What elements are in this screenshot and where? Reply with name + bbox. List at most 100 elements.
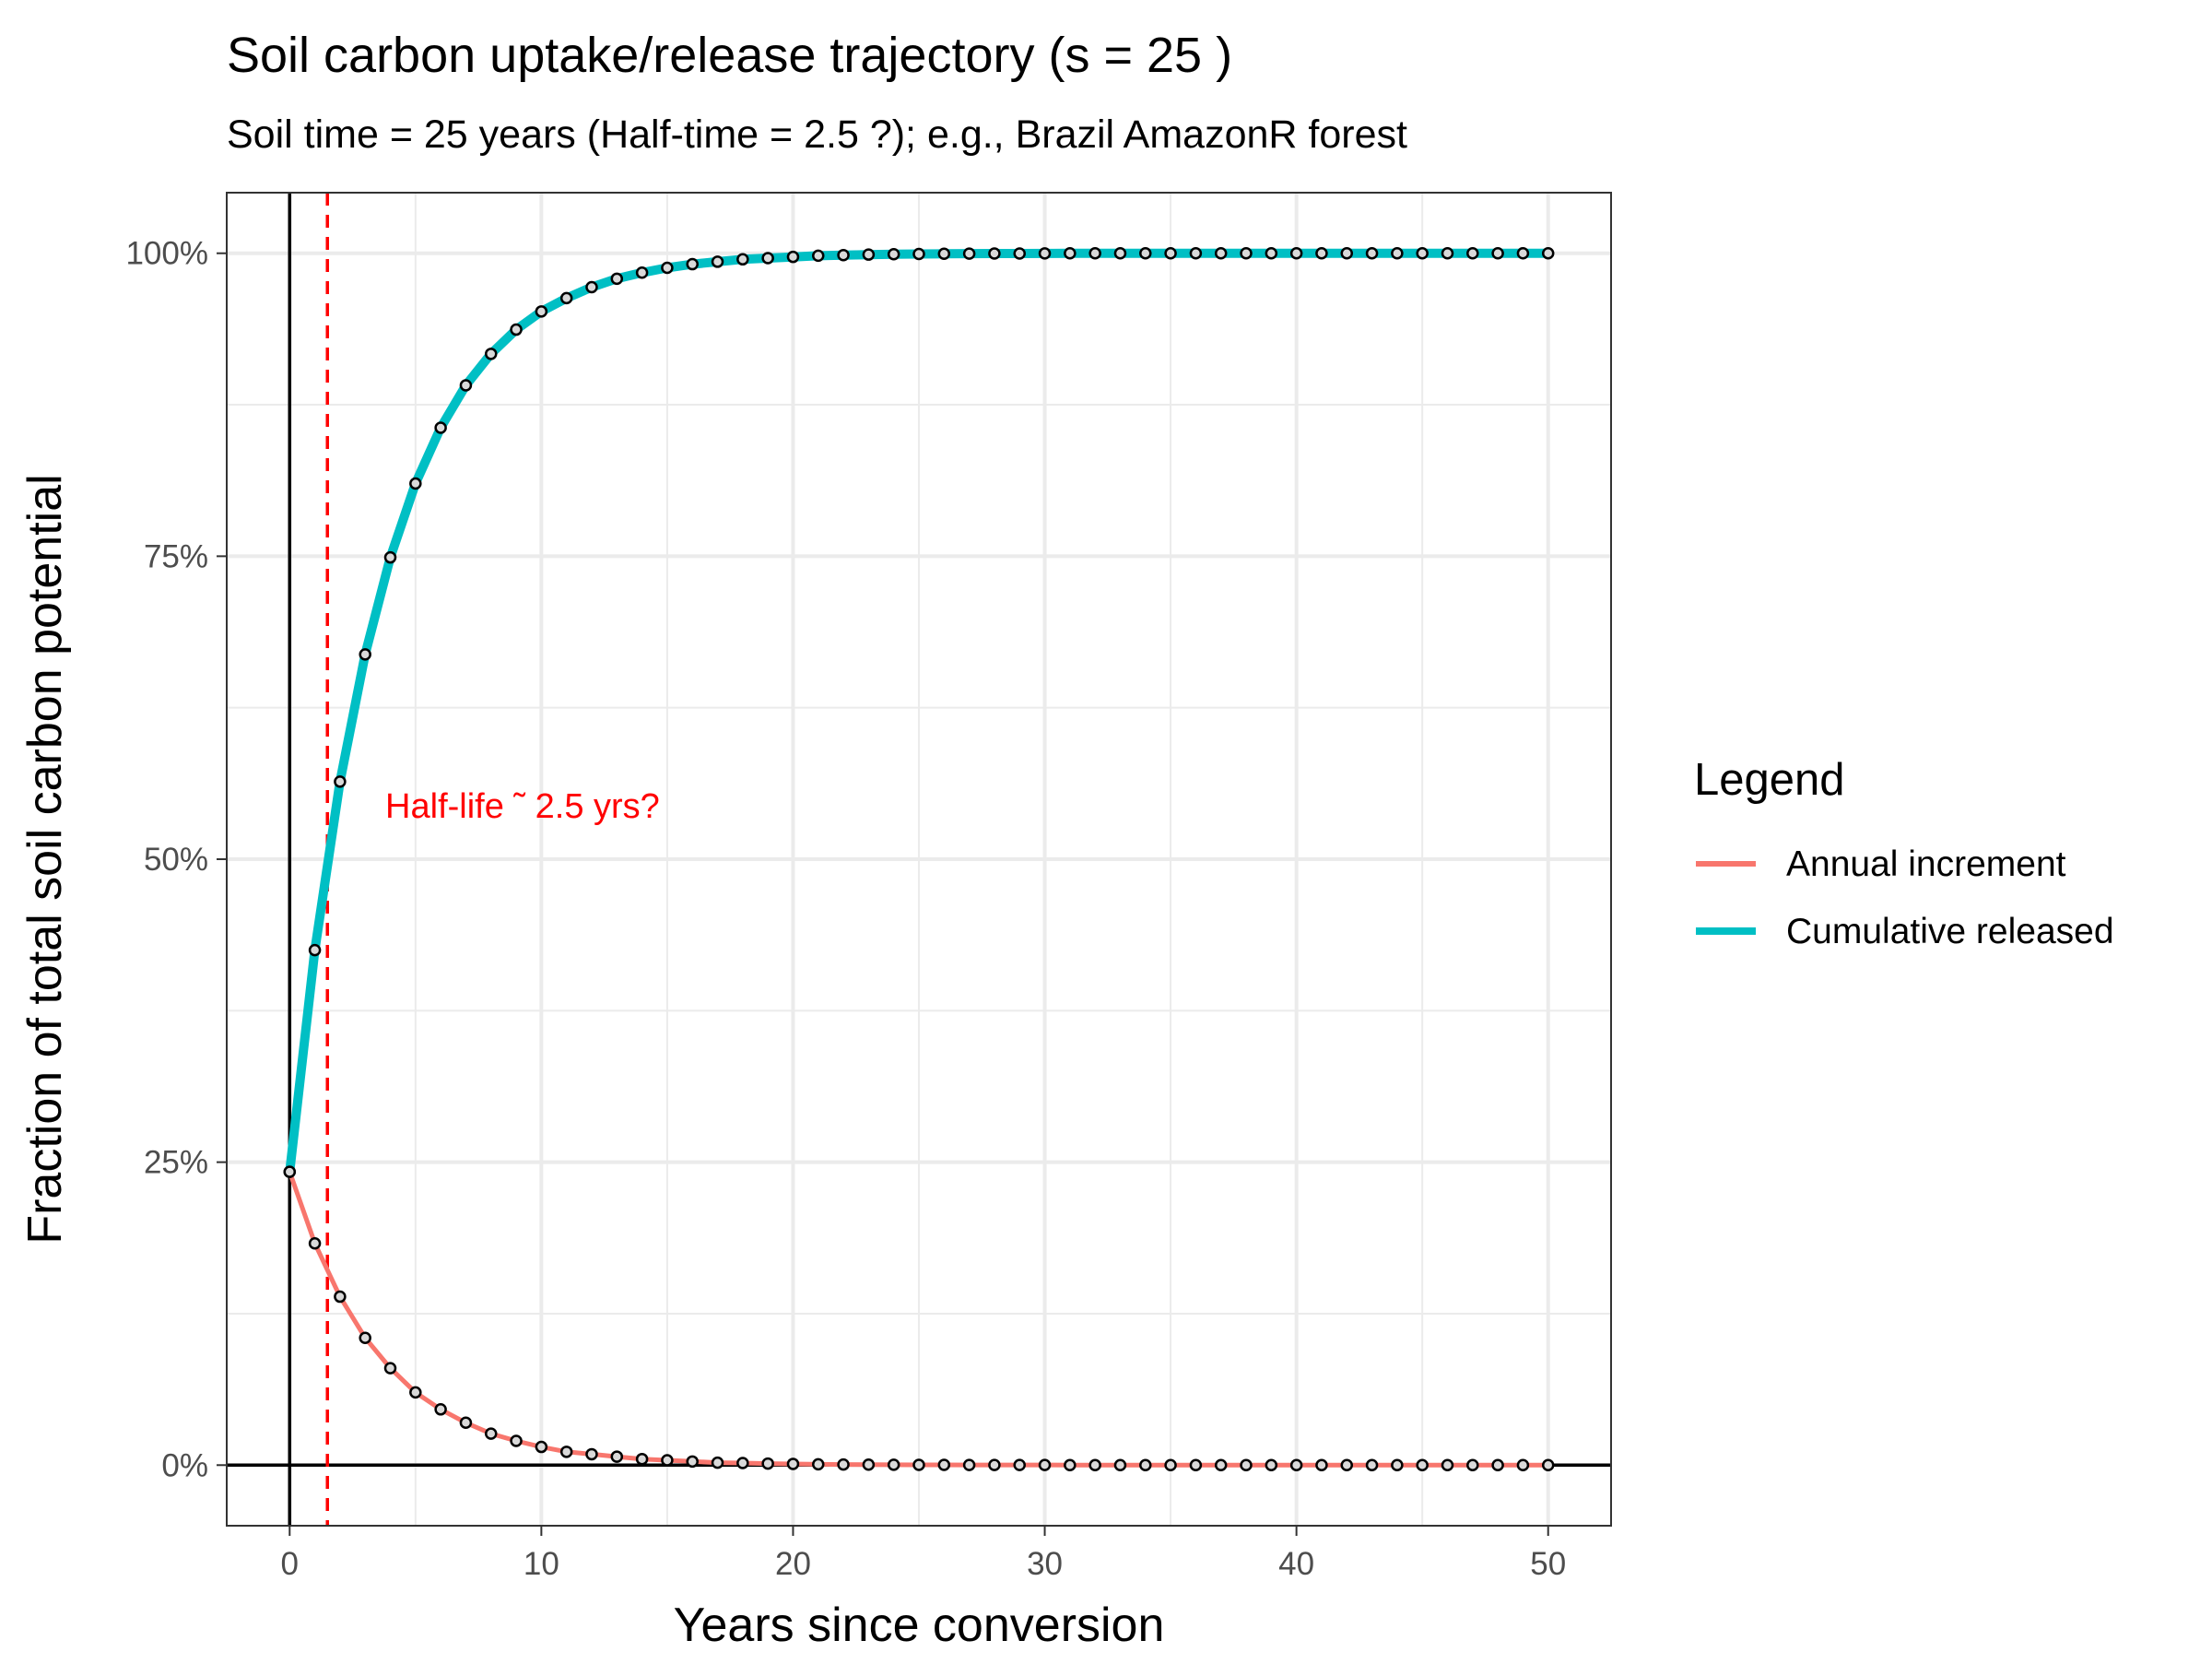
legend: Legend Annual increment Cumulative releas…	[1694, 755, 2114, 951]
data-point-series-1	[484, 1427, 498, 1440]
data-point-series-1	[1416, 1458, 1429, 1472]
data-point-series-2	[1013, 247, 1026, 260]
data-point-series-2	[661, 261, 674, 275]
data-point-series-1	[1214, 1458, 1228, 1472]
data-point-series-2	[962, 247, 976, 260]
chart-title: Soil carbon uptake/release trajectory (s…	[227, 28, 1232, 83]
data-point-series-2	[1064, 246, 1077, 260]
data-point-series-2	[1289, 246, 1303, 260]
data-point-series-2	[1265, 246, 1278, 260]
data-point-series-1	[962, 1458, 976, 1471]
legend-label-series-1: Annual increment	[1786, 844, 2066, 884]
data-point-series-1	[887, 1458, 900, 1471]
data-point-series-1	[988, 1458, 1001, 1471]
data-point-series-1	[1340, 1458, 1354, 1472]
data-point-series-1	[1391, 1458, 1404, 1472]
data-point-series-1	[610, 1450, 624, 1463]
data-point-series-2	[1113, 246, 1127, 260]
data-point-series-2	[937, 247, 951, 261]
data-point-series-1	[1038, 1458, 1052, 1471]
data-point-series-1	[1315, 1458, 1328, 1472]
data-point-series-1	[937, 1458, 951, 1471]
data-point-series-2	[1491, 246, 1504, 260]
data-point-series-2	[1315, 246, 1328, 260]
data-point-series-2	[1088, 246, 1101, 260]
data-point-series-2	[308, 943, 322, 957]
data-point-series-2	[359, 648, 371, 661]
data-point-series-2	[434, 421, 447, 434]
y-tick-label: 25%	[144, 1145, 208, 1181]
x-tick-label: 50	[1530, 1546, 1566, 1582]
data-point-series-1	[535, 1440, 548, 1454]
data-point-series-1	[1013, 1458, 1026, 1471]
data-point-series-2	[862, 248, 876, 261]
data-point-series-1	[1541, 1458, 1555, 1472]
data-point-series-1	[1265, 1458, 1278, 1472]
data-point-series-2	[837, 248, 850, 262]
data-point-series-1	[1164, 1458, 1177, 1472]
data-point-series-1	[686, 1455, 699, 1469]
chart-subtitle: Soil time = 25 years (Half-time = 2.5 ?)…	[227, 112, 1407, 157]
data-point-series-2	[409, 477, 422, 490]
data-point-series-2	[484, 348, 498, 360]
data-point-series-1	[1516, 1458, 1530, 1472]
data-point-series-1	[812, 1457, 825, 1471]
data-point-series-1	[1365, 1458, 1379, 1472]
data-point-series-1	[559, 1446, 573, 1458]
x-tick-label: 0	[281, 1546, 299, 1582]
data-point-series-1	[585, 1447, 598, 1461]
y-tick-label: 50%	[144, 842, 208, 878]
data-point-series-1	[359, 1331, 371, 1344]
data-point-series-2	[559, 291, 573, 305]
y-axis-label: Fraction of total soil carbon potential	[18, 474, 72, 1244]
data-point-series-2	[1441, 246, 1454, 260]
data-point-series-2	[459, 379, 473, 392]
data-point-series-1	[1088, 1458, 1101, 1472]
data-point-series-2	[510, 323, 523, 336]
data-point-series-2	[711, 255, 724, 268]
data-point-series-1	[1491, 1458, 1504, 1472]
data-point-series-2	[1516, 246, 1530, 260]
data-point-series-1	[1240, 1458, 1253, 1472]
data-point-series-2	[1139, 246, 1152, 260]
data-point-series-2	[1365, 246, 1379, 260]
data-point-series-2	[1466, 246, 1479, 260]
data-point-series-2	[1416, 246, 1429, 260]
data-point-series-2	[1240, 246, 1253, 260]
data-point-series-1	[334, 1290, 347, 1304]
data-point-series-2	[1541, 246, 1555, 260]
data-point-series-1	[510, 1434, 523, 1447]
data-point-series-1	[1466, 1458, 1479, 1472]
data-point-series-1	[786, 1457, 800, 1470]
data-points	[283, 246, 1555, 1472]
half-life-annotation: Half-life ˜ 2.5 yrs?	[385, 787, 660, 826]
data-point-series-1	[1139, 1458, 1152, 1472]
data-point-series-1	[308, 1236, 322, 1250]
data-point-series-2	[761, 252, 774, 265]
x-tick-label: 10	[524, 1546, 559, 1582]
data-point-series-2	[1391, 246, 1404, 260]
x-tick-label: 30	[1027, 1546, 1063, 1582]
data-point-series-2	[535, 305, 548, 318]
data-point-series-1	[761, 1457, 774, 1470]
data-point-series-2	[1038, 247, 1052, 260]
annotations: Half-life ˜ 2.5 yrs?	[385, 787, 660, 826]
data-point-series-2	[383, 550, 397, 564]
data-point-series-1	[459, 1416, 473, 1430]
data-point-series-2	[1340, 246, 1354, 260]
data-point-series-1	[862, 1457, 876, 1471]
data-point-series-1	[736, 1457, 749, 1469]
x-axis-label: Years since conversion	[674, 1599, 1165, 1652]
data-point-series-1	[1289, 1458, 1303, 1472]
y-axis: 0% 25% 50% 75% 100%	[125, 236, 227, 1483]
data-point-series-2	[887, 248, 900, 261]
data-point-series-2	[812, 249, 825, 263]
y-tick-label: 75%	[144, 538, 208, 574]
x-tick-label: 40	[1278, 1546, 1314, 1582]
data-point-series-2	[912, 247, 925, 261]
data-point-series-2	[585, 280, 598, 294]
data-point-series-1	[1189, 1458, 1203, 1472]
data-point-series-1	[409, 1386, 422, 1399]
legend-label-series-2: Cumulative released	[1786, 912, 2114, 951]
